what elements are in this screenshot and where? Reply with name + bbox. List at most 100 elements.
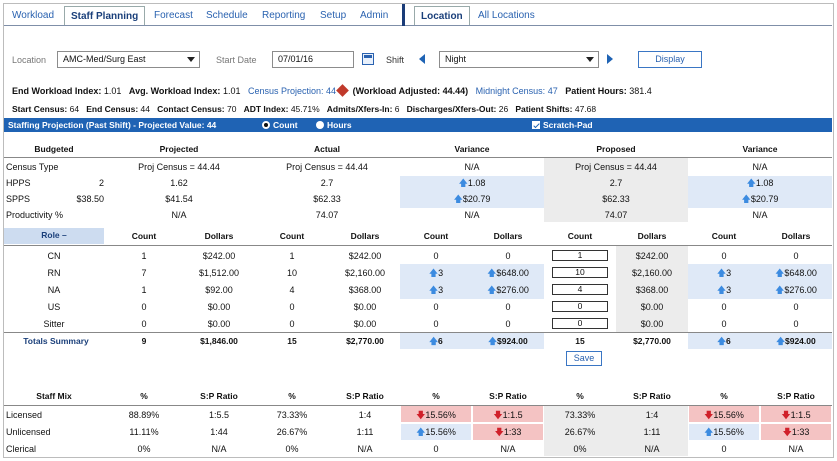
count-radio[interactable]: Count: [262, 118, 298, 132]
role-cell: 0: [400, 317, 472, 331]
totals-dollars: 🡅$924.00: [472, 334, 544, 348]
arrow-up-icon: 🡅: [775, 268, 785, 278]
tab-staff-planning[interactable]: Staff Planning: [64, 6, 146, 26]
role-cell-value: 7: [141, 268, 147, 278]
avg-workload-index-label: Avg. Workload Index:: [128, 86, 221, 96]
mix-cell-value: 11.11%: [129, 427, 159, 437]
role-cell-value: $276.00: [496, 285, 529, 295]
location-select[interactable]: AMC-Med/Surg East: [57, 51, 200, 68]
col-count: Count: [131, 231, 157, 241]
hours-radio-label: Hours: [327, 120, 352, 130]
mix-cell: 🡇15.56%: [400, 408, 472, 422]
tab-reporting[interactable]: Reporting: [262, 10, 306, 21]
proposed-count-input[interactable]: 10: [552, 267, 608, 278]
save-button[interactable]: Save: [566, 351, 602, 366]
mix-cell-value: 1:44: [210, 427, 228, 437]
arrow-up-icon: 🡅: [428, 268, 439, 278]
proposed-bg: [544, 158, 688, 222]
role-cell-value: 0: [721, 319, 727, 329]
totals-dollars: $2,770.00: [633, 336, 671, 346]
start-census-value: 64: [69, 104, 80, 114]
tab-forecast[interactable]: Forecast: [154, 10, 193, 21]
totals-count: 15: [287, 336, 297, 346]
scratch-pad-checkbox[interactable]: Scratch-Pad: [532, 118, 593, 132]
census-projection-value: 44: [326, 86, 337, 96]
summary-proposed: 74.07: [604, 210, 628, 220]
role-cell-value: $276.00: [784, 285, 817, 295]
tab-workload[interactable]: Workload: [12, 10, 55, 21]
role-cell-value: 1: [289, 251, 295, 261]
start-date-input[interactable]: 07/01/16: [272, 51, 354, 68]
role-name: CN: [47, 251, 61, 261]
summary-variance-2-value: 1.08: [755, 178, 774, 188]
census-projection-label[interactable]: Census Projection:: [247, 86, 324, 96]
summary-actual: 2.7: [320, 178, 334, 188]
role-cell: 🡅$648.00: [472, 266, 544, 280]
summary-variance: N/A: [464, 210, 480, 220]
mix-header-staff-mix: Staff Mix: [36, 391, 72, 401]
role-cell-value: 1: [141, 285, 147, 295]
workload-adjusted: (Workload Adjusted: 44.44): [352, 86, 469, 96]
tab-schedule[interactable]: Schedule: [206, 10, 248, 21]
header-variance-2: Variance: [742, 144, 778, 154]
role-cell-value: 0: [505, 251, 511, 261]
role-cell-value: $0.00: [207, 302, 231, 312]
proposed-count-input[interactable]: 0: [552, 318, 608, 329]
warning-icon: [336, 84, 349, 97]
mix-cell-value: 1:33: [791, 427, 810, 437]
tab-location[interactable]: Location: [414, 6, 470, 26]
tab-setup[interactable]: Setup: [320, 10, 347, 21]
mix-cell: 0%: [254, 442, 330, 456]
hours-radio[interactable]: Hours: [316, 118, 352, 132]
role-name: RN: [47, 268, 61, 278]
role-cell: 🡅3: [400, 266, 472, 280]
location-value: AMC-Med/Surg East: [63, 54, 146, 64]
role-cell-value: $242.00: [348, 251, 382, 261]
summary-projected: Proj Census = 44.44: [138, 162, 220, 172]
summary-variance-2-value: $20.79: [750, 194, 779, 204]
stats-row-1: End Workload Index: 1.01 Avg. Workload I…: [12, 84, 652, 97]
radio-selected-icon: [262, 121, 270, 129]
display-button[interactable]: Display: [638, 51, 702, 68]
header-actual: Actual: [314, 144, 340, 154]
arrow-up-icon: 🡅: [453, 194, 463, 204]
previous-shift-icon[interactable]: [419, 54, 425, 64]
summary-projected: 1.62: [170, 178, 188, 188]
role-cell-value: $0.00: [353, 319, 377, 329]
patient-shifts-value: 47.68: [574, 104, 597, 114]
arrow-up-icon: 🡅: [775, 285, 785, 295]
shift-value: Night: [445, 54, 467, 64]
count-radio-label: Count: [273, 120, 298, 130]
proposed-count-input[interactable]: 1: [552, 250, 608, 261]
mix-cell-value: 15.56%: [713, 427, 744, 437]
role-cell: $92.00: [184, 283, 254, 297]
next-shift-icon[interactable]: [607, 54, 613, 64]
mix-cell-value: 1:33: [503, 427, 522, 437]
role-cell-value: 0: [433, 302, 439, 312]
variance-highlight: [400, 333, 544, 349]
role-cell-value: $0.00: [640, 302, 664, 312]
mix-cell-value: 26.67%: [276, 427, 308, 437]
shift-select[interactable]: Night: [439, 51, 599, 68]
tab-all-locations[interactable]: All Locations: [478, 10, 535, 21]
tab-admin[interactable]: Admin: [360, 10, 389, 21]
summary-proposed: $62.33: [602, 194, 630, 204]
header-variance: Variance: [454, 144, 490, 154]
role-cell-value: 0: [289, 302, 295, 312]
role-cell-value: 3: [726, 285, 732, 295]
proposed-count-input[interactable]: 4: [552, 284, 608, 295]
role-cell-value: 4: [289, 285, 295, 295]
role-header-label: Role: [41, 230, 60, 240]
proposed-count-input[interactable]: 0: [552, 301, 608, 312]
chevron-down-icon: [187, 57, 195, 62]
arrow-down-icon: 🡇: [416, 410, 426, 420]
totals-count-value: 6: [438, 336, 443, 346]
role-cell: 🡅$648.00: [760, 266, 832, 280]
role-column-header[interactable]: Role –: [4, 228, 104, 244]
midnight-census-label[interactable]: Midnight Census:: [475, 86, 546, 96]
mix-header-percent: %: [288, 391, 296, 401]
role-cell: 0: [400, 300, 472, 314]
sort-icon: –: [62, 230, 67, 240]
role-cell: 0: [472, 249, 544, 263]
calendar-icon[interactable]: [362, 53, 374, 65]
